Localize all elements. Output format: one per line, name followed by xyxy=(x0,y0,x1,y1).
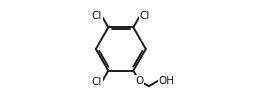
Text: Cl: Cl xyxy=(140,11,150,21)
Text: O: O xyxy=(135,76,143,86)
Text: Cl: Cl xyxy=(92,11,102,21)
Text: Cl: Cl xyxy=(92,77,102,87)
Text: OH: OH xyxy=(159,76,175,86)
